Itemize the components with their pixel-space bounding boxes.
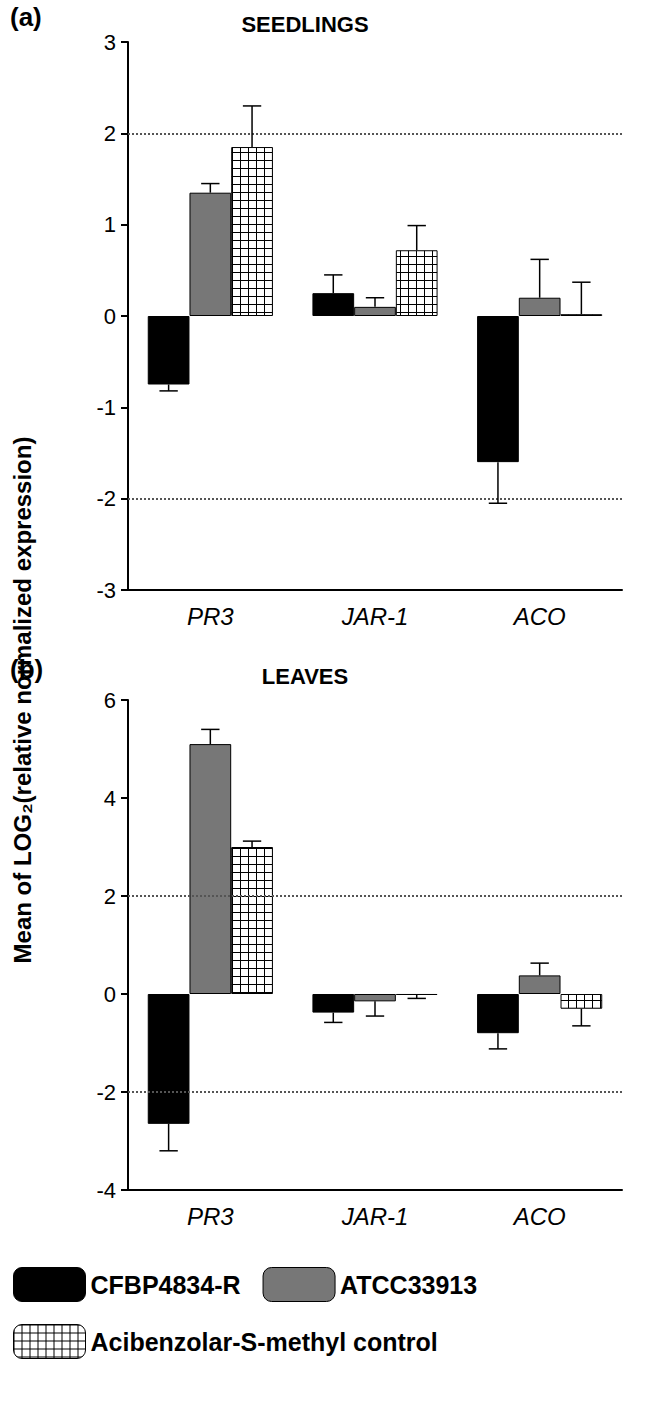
svg-text:6: 6 (104, 688, 116, 713)
svg-text:Mean of LOG₂(relative normaliz: Mean of LOG₂(relative normalized express… (9, 437, 36, 964)
svg-text:4: 4 (104, 786, 116, 811)
svg-text:2: 2 (104, 884, 116, 909)
svg-text:ACO: ACO (512, 603, 566, 630)
svg-text:ACO: ACO (512, 1203, 566, 1230)
svg-text:Acibenzolar-S-methyl control: Acibenzolar-S-methyl control (91, 1328, 438, 1356)
svg-text:PR3: PR3 (187, 603, 234, 630)
svg-text:CFBP4834-R: CFBP4834-R (91, 1271, 241, 1299)
svg-text:ATCC33913: ATCC33913 (340, 1271, 477, 1299)
svg-text:-2: -2 (96, 486, 116, 511)
svg-text:0: 0 (104, 304, 116, 329)
svg-text:(a): (a) (10, 2, 42, 32)
svg-text:1: 1 (104, 212, 116, 237)
svg-text:PR3: PR3 (187, 1203, 234, 1230)
svg-text:0: 0 (104, 982, 116, 1007)
svg-text:LEAVES: LEAVES (262, 664, 348, 689)
svg-text:-1: -1 (96, 395, 116, 420)
svg-text:JAR-1: JAR-1 (341, 1203, 409, 1230)
svg-text:-2: -2 (96, 1080, 116, 1105)
svg-text:JAR-1: JAR-1 (341, 603, 409, 630)
svg-text:-4: -4 (96, 1178, 116, 1203)
svg-text:SEEDLINGS: SEEDLINGS (241, 12, 368, 37)
svg-text:3: 3 (104, 30, 116, 55)
svg-text:2: 2 (104, 121, 116, 146)
svg-text:-3: -3 (96, 578, 116, 603)
